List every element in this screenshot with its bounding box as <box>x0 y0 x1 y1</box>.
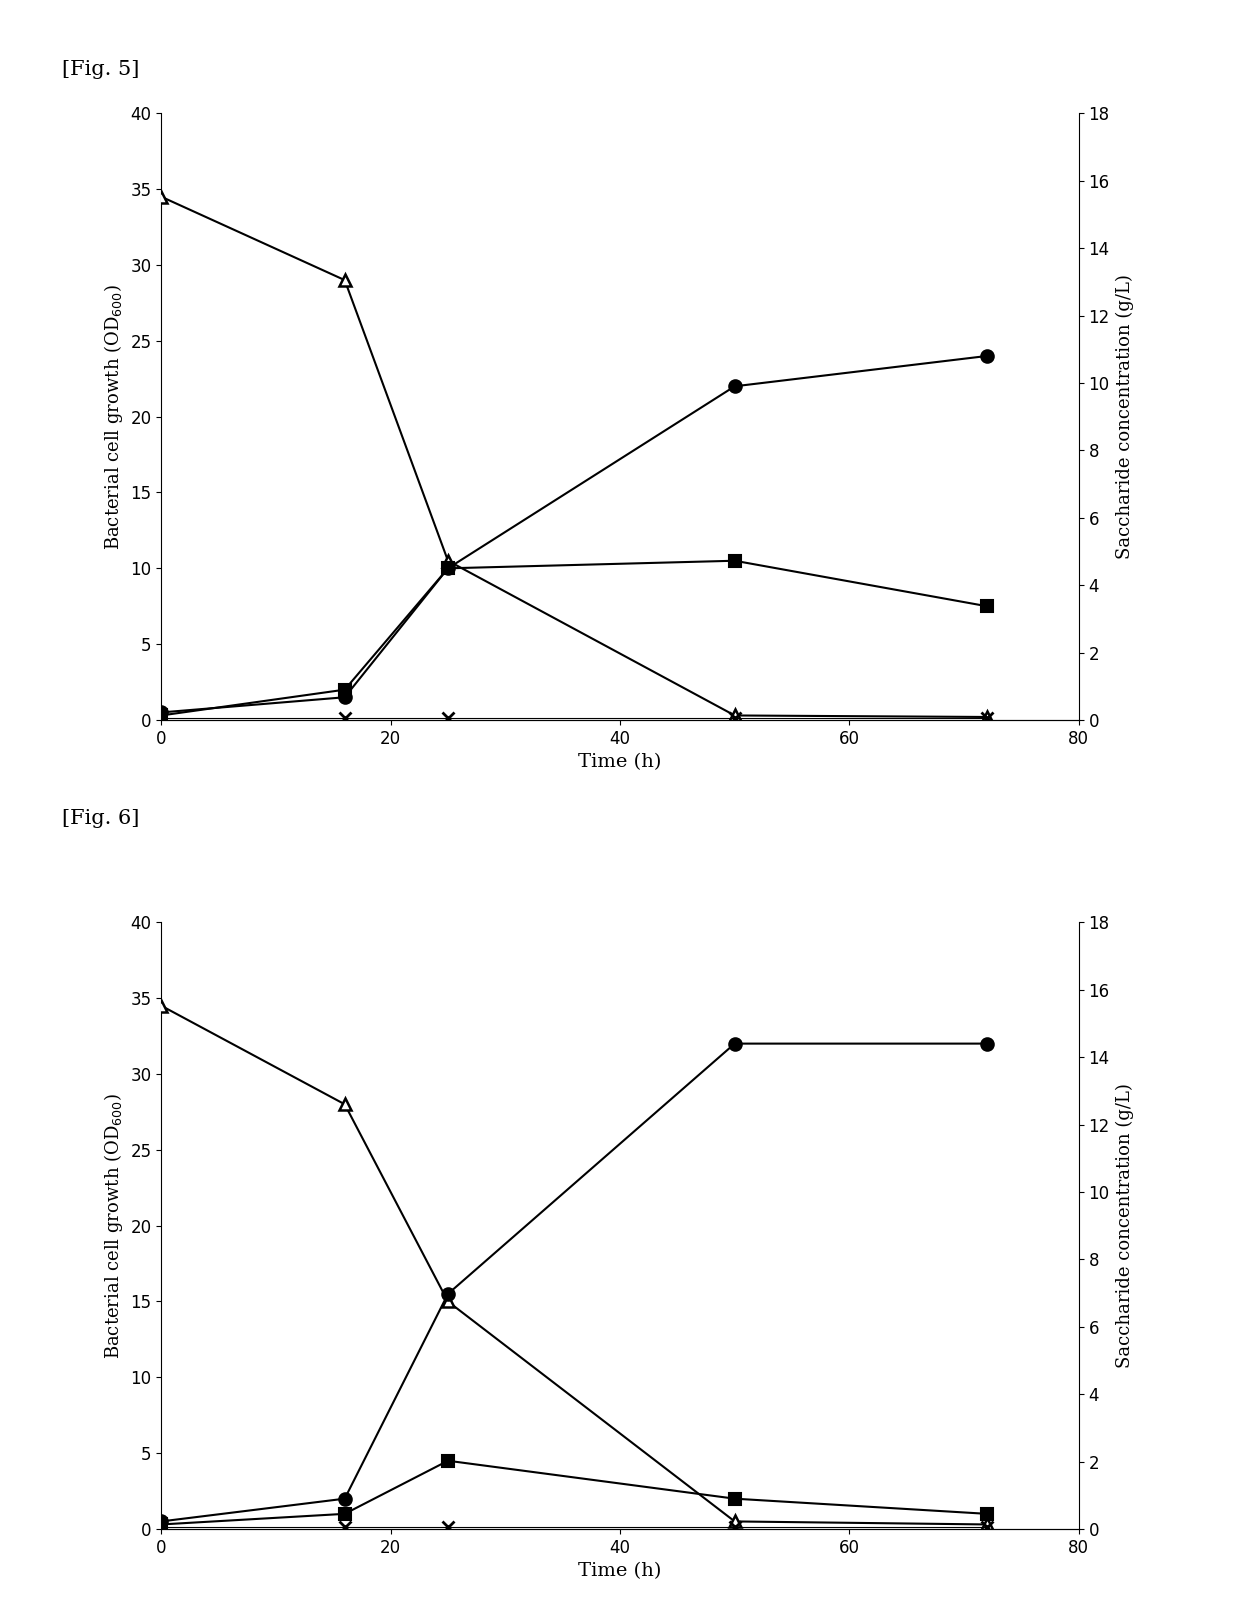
Text: [Fig. 6]: [Fig. 6] <box>62 809 139 828</box>
X-axis label: Time (h): Time (h) <box>578 754 662 772</box>
X-axis label: Time (h): Time (h) <box>578 1563 662 1581</box>
Text: [Fig. 5]: [Fig. 5] <box>62 60 139 79</box>
Y-axis label: Bacterial cell growth (OD$_{600}$): Bacterial cell growth (OD$_{600}$) <box>102 1092 125 1359</box>
Y-axis label: Bacterial cell growth (OD$_{600}$): Bacterial cell growth (OD$_{600}$) <box>102 283 125 550</box>
Y-axis label: Saccharide concentration (g/L): Saccharide concentration (g/L) <box>1115 1082 1133 1369</box>
Y-axis label: Saccharide concentration (g/L): Saccharide concentration (g/L) <box>1115 273 1133 560</box>
